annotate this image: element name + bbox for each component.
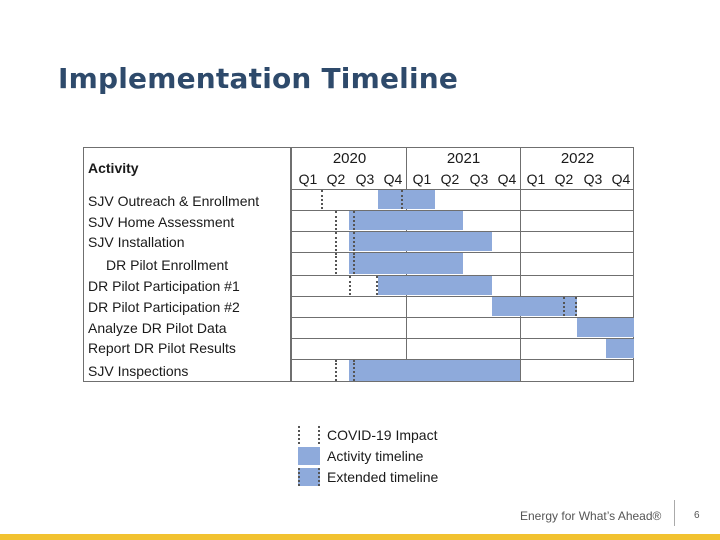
grid-line (291, 296, 634, 297)
activity-bar (491, 297, 577, 316)
legend-extended-label: Extended timeline (327, 469, 439, 485)
activity-bar (349, 232, 406, 251)
activity-bar (349, 253, 406, 274)
year-header-2020: 2020 (332, 150, 367, 167)
quarter-header: Q2 (440, 171, 460, 187)
grid-line (291, 189, 634, 190)
page-number: 6 (694, 510, 700, 521)
grid-line (291, 359, 634, 360)
legend-activity-label: Activity timeline (327, 448, 424, 464)
quarter-header: Q1 (298, 171, 318, 187)
activity-bar (377, 276, 492, 295)
activity-label: SJV Outreach & Enrollment (88, 193, 260, 209)
quarter-header: Q3 (469, 171, 489, 187)
quarter-header: Q3 (583, 171, 603, 187)
activity-label: Analyze DR Pilot Data (88, 320, 227, 336)
footer-divider (674, 500, 675, 526)
activity-label: DR Pilot Participation #2 (88, 299, 240, 315)
extended-bar (406, 360, 520, 381)
legend-covid-swatch (298, 426, 320, 444)
timeline-grid-frame (291, 147, 634, 382)
quarter-header: Q2 (554, 171, 574, 187)
legend-covid-label: COVID-19 Impact (327, 427, 438, 443)
extended-bar (406, 253, 463, 274)
extended-bar (406, 190, 435, 209)
legend-extended-swatch (298, 468, 320, 486)
covid-impact-marker (320, 190, 404, 209)
quarter-header: Q1 (412, 171, 432, 187)
grid-line (291, 338, 634, 339)
page-title: Implementation Timeline (58, 62, 459, 95)
bottom-accent-stripe (0, 534, 720, 540)
grid-line (291, 252, 634, 253)
activity-bar (377, 190, 406, 209)
extended-bar (406, 211, 463, 230)
grid-line (291, 317, 634, 318)
grid-line (291, 210, 634, 211)
activity-label: DR Pilot Enrollment (106, 257, 229, 273)
quarter-header: Q3 (355, 171, 375, 187)
covid-impact-marker (334, 232, 355, 251)
quarter-header: Q1 (526, 171, 546, 187)
activity-bar (577, 318, 634, 337)
activity-label: Report DR Pilot Results (88, 340, 236, 356)
quarter-header: Q2 (326, 171, 346, 187)
quarter-header: Q4 (497, 171, 517, 187)
grid-line (291, 231, 634, 232)
brand-tagline: Energy for What’s Ahead® (520, 509, 662, 523)
activity-label: DR Pilot Participation #1 (88, 278, 240, 294)
year-header-2021: 2021 (446, 150, 481, 167)
covid-impact-marker (349, 276, 378, 295)
activity-bar (349, 360, 406, 381)
activity-label: SJV Inspections (88, 363, 189, 379)
covid-impact-marker (334, 360, 355, 381)
activity-bar (605, 339, 634, 358)
activity-column-frame (83, 147, 291, 382)
activity-label: SJV Home Assessment (88, 214, 235, 230)
extended-bar (406, 232, 492, 251)
covid-impact-marker (562, 297, 577, 316)
covid-impact-marker (334, 211, 355, 230)
grid-line (291, 275, 634, 276)
year-header-2022: 2022 (560, 150, 595, 167)
quarter-header: Q4 (611, 171, 631, 187)
activity-header: Activity (88, 160, 139, 176)
activity-bar (349, 211, 406, 230)
year-divider (520, 147, 521, 382)
covid-impact-marker (334, 253, 355, 274)
activity-label: SJV Installation (88, 234, 185, 250)
legend-activity-swatch (298, 447, 320, 465)
quarter-header: Q4 (383, 171, 403, 187)
